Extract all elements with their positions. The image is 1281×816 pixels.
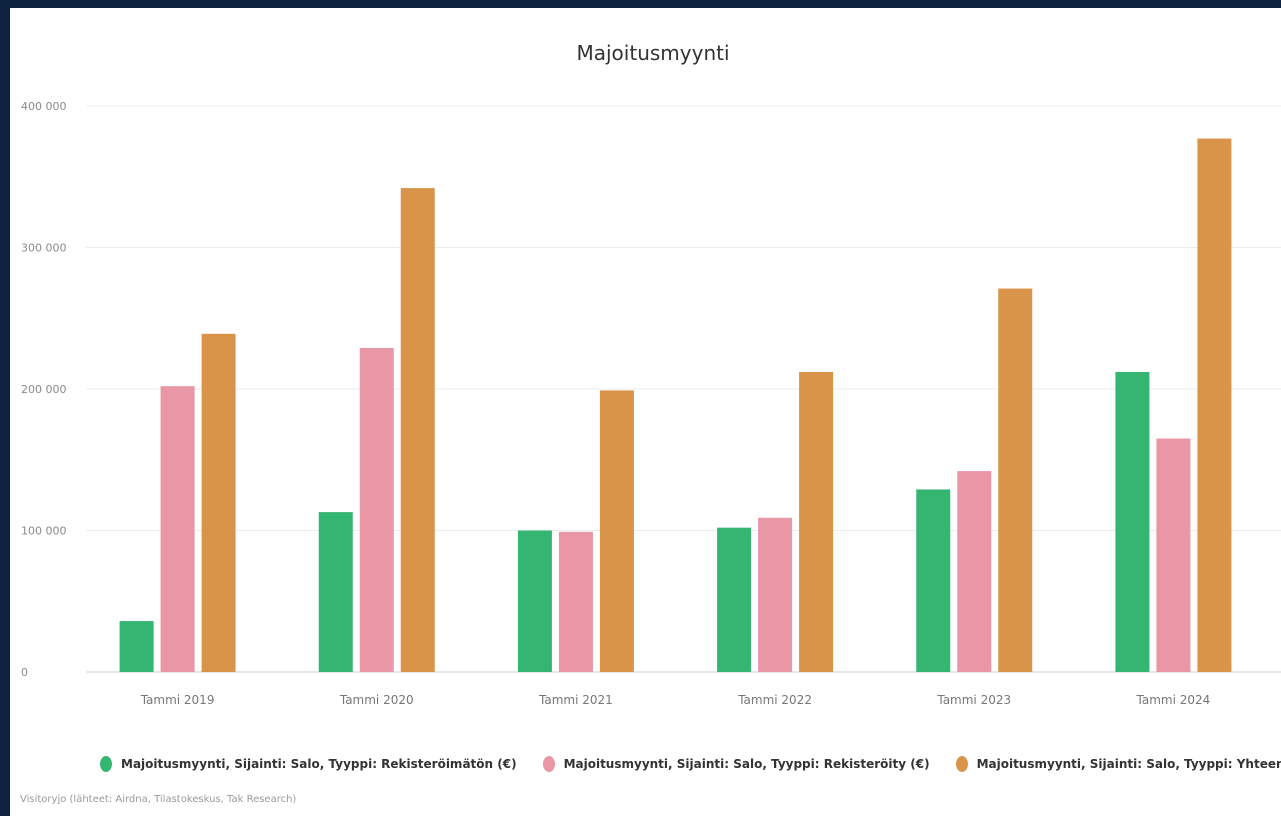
y-tick-label: 200 000 (21, 383, 67, 396)
bar-chart: Majoitusmyynti 0 100 000 200 000 300 000 400… (21, 41, 1281, 707)
legend-label: Majoitusmyynti, Sijainti: Salo, Tyyppi: … (976, 757, 1281, 771)
legend-item-registered[interactable]: Majoitusmyynti, Sijainti: Salo, Tyyppi: … (542, 756, 930, 772)
legend: Majoitusmyynti, Sijainti: Salo, Tyyppi: … (100, 756, 1281, 772)
bar[interactable] (517, 530, 552, 673)
bar[interactable] (558, 531, 593, 672)
source-note: Visitoryjo (lähteet: Airdna, Tilastokesk… (20, 794, 297, 805)
bar[interactable] (119, 621, 154, 672)
bar[interactable] (1115, 372, 1150, 672)
x-tick-label: Tammi 2019 (140, 693, 215, 707)
bar[interactable] (400, 188, 435, 672)
bar[interactable] (1156, 438, 1191, 672)
bar[interactable] (758, 517, 793, 672)
bar[interactable] (916, 489, 951, 672)
y-tick-label: 100 000 (21, 525, 67, 538)
y-tick-label: 300 000 (21, 242, 67, 255)
bar[interactable] (799, 372, 834, 672)
legend-item-total[interactable]: Majoitusmyynti, Sijainti: Salo, Tyyppi: … (955, 756, 1281, 772)
legend-label: Majoitusmyynti, Sijainti: Salo, Tyyppi: … (563, 757, 930, 771)
legend-dot-icon (542, 756, 555, 772)
bar[interactable] (599, 390, 634, 672)
y-tick-label: 0 (21, 666, 28, 679)
chart-panel: Majoitusmyynti 0 100 000 200 000 300 000 400… (10, 8, 1281, 816)
x-tick-label: Tammi 2022 (737, 693, 812, 707)
bar[interactable] (160, 386, 195, 672)
legend-label: Majoitusmyynti, Sijainti: Salo, Tyyppi: … (121, 757, 517, 771)
x-tick-label: Tammi 2023 (936, 693, 1011, 707)
bar[interactable] (359, 347, 394, 672)
legend-dot-icon (100, 756, 112, 772)
x-tick-label: Tammi 2020 (339, 693, 414, 707)
x-tick-label: Tammi 2024 (1136, 693, 1211, 707)
legend-dot-icon (955, 756, 968, 772)
bar[interactable] (717, 527, 752, 672)
chart-title: Majoitusmyynti (576, 41, 729, 65)
grid (86, 105, 1281, 673)
bar[interactable] (201, 333, 236, 672)
bars (119, 138, 1232, 673)
x-tick-label: Tammi 2021 (538, 693, 613, 707)
legend-item-unregistered[interactable]: Majoitusmyynti, Sijainti: Salo, Tyyppi: … (100, 756, 517, 772)
bar[interactable] (1197, 138, 1232, 673)
y-tick-label: 400 000 (21, 100, 67, 113)
axis-labels: 0 100 000 200 000 300 000 400 000 Tammi 2019 T… (21, 100, 1210, 707)
bar[interactable] (957, 471, 992, 672)
bar[interactable] (318, 512, 353, 672)
bar[interactable] (998, 288, 1033, 672)
